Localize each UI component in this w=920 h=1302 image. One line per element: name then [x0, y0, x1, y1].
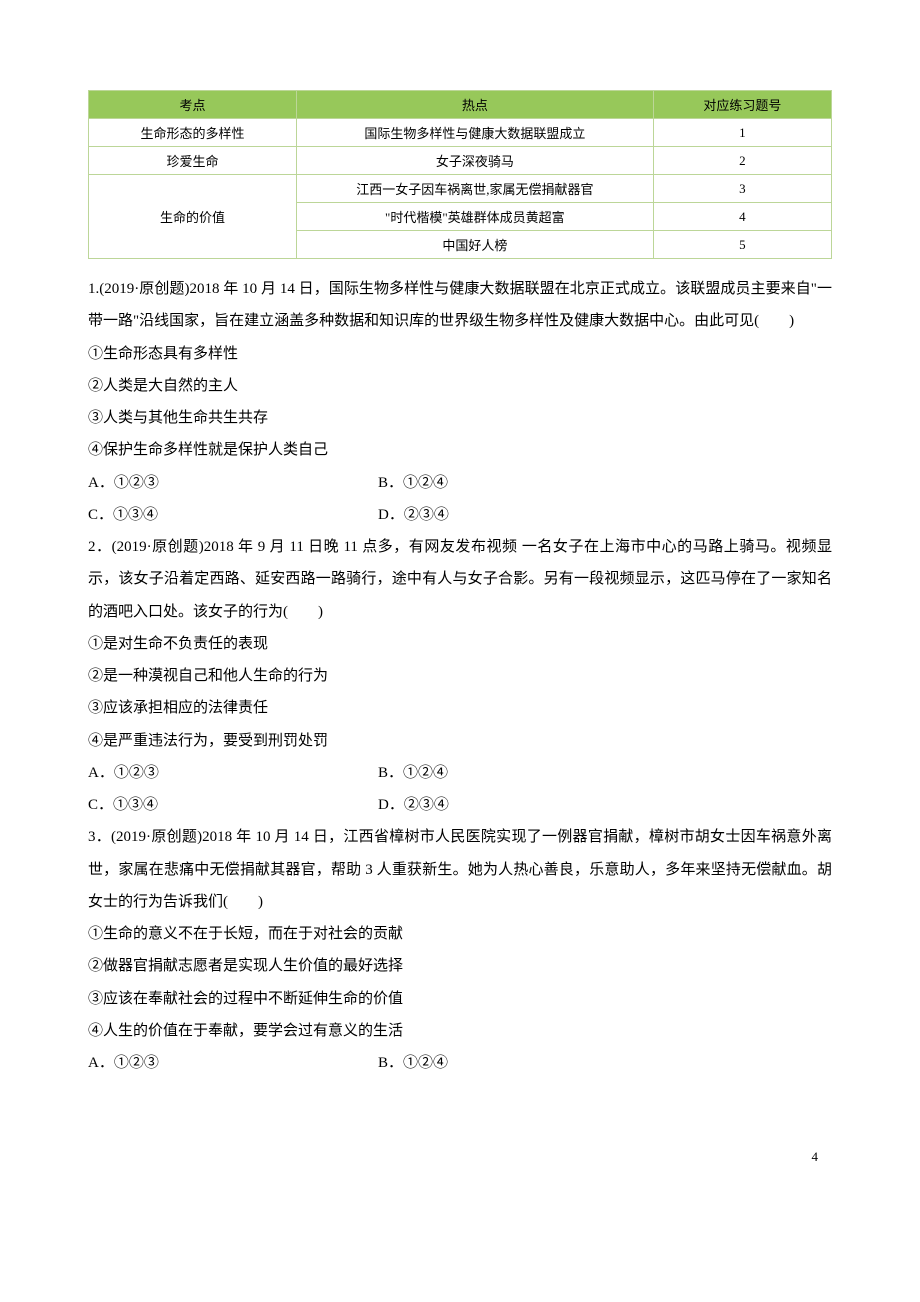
q2-option-a: A．①②③: [88, 757, 378, 789]
cell-hotspot: "时代楷模"英雄群体成员黄超富: [297, 203, 654, 231]
q2-statement-2: ②是一种漠视自己和他人生命的行为: [88, 660, 832, 692]
q1-option-a: A．①②③: [88, 467, 378, 499]
q3-statement-3: ③应该在奉献社会的过程中不断延伸生命的价值: [88, 983, 832, 1015]
page-content: 考点 热点 对应练习题号 生命形态的多样性 国际生物多样性与健康大数据联盟成立 …: [0, 0, 920, 1119]
col-header-2: 热点: [297, 91, 654, 119]
cell-qnum: 4: [653, 203, 831, 231]
q1-statement-1: ①生命形态具有多样性: [88, 338, 832, 370]
table-row: 珍爱生命 女子深夜骑马 2: [89, 147, 832, 175]
page-number: 4: [0, 1119, 920, 1165]
q2-statement-4: ④是严重违法行为，要受到刑罚处罚: [88, 725, 832, 757]
q1-statement-2: ②人类是大自然的主人: [88, 370, 832, 402]
q2-stem: 2．(2019·原创题)2018 年 9 月 11 日晚 11 点多，有网友发布…: [88, 531, 832, 628]
q3-statement-1: ①生命的意义不在于长短，而在于对社会的贡献: [88, 918, 832, 950]
q3-statement-2: ②做器官捐献志愿者是实现人生价值的最好选择: [88, 950, 832, 982]
q2-statement-3: ③应该承担相应的法律责任: [88, 692, 832, 724]
col-header-3: 对应练习题号: [653, 91, 831, 119]
table-header-row: 考点 热点 对应练习题号: [89, 91, 832, 119]
col-header-1: 考点: [89, 91, 297, 119]
q2-option-b: B．①②④: [378, 757, 832, 789]
q1-option-d: D．②③④: [378, 499, 832, 531]
cell-hotspot: 中国好人榜: [297, 231, 654, 259]
cell-qnum: 1: [653, 119, 831, 147]
q3-option-a: A．①②③: [88, 1047, 378, 1079]
q1-option-c: C．①③④: [88, 499, 378, 531]
cell-qnum: 5: [653, 231, 831, 259]
cell-qnum: 2: [653, 147, 831, 175]
q1-stem: 1.(2019·原创题)2018 年 10 月 14 日，国际生物多样性与健康大…: [88, 273, 832, 338]
q2-options-row-2: C．①③④ D．②③④: [88, 789, 832, 821]
q2-statement-1: ①是对生命不负责任的表现: [88, 628, 832, 660]
q3-options-row-1: A．①②③ B．①②④: [88, 1047, 832, 1079]
cell-topic: 生命的价值: [89, 175, 297, 259]
q2-option-c: C．①③④: [88, 789, 378, 821]
cell-hotspot: 女子深夜骑马: [297, 147, 654, 175]
cell-topic: 珍爱生命: [89, 147, 297, 175]
q1-options-row-1: A．①②③ B．①②④: [88, 467, 832, 499]
topics-table: 考点 热点 对应练习题号 生命形态的多样性 国际生物多样性与健康大数据联盟成立 …: [88, 90, 832, 259]
q2-option-d: D．②③④: [378, 789, 832, 821]
cell-hotspot: 江西一女子因车祸离世,家属无偿捐献器官: [297, 175, 654, 203]
q1-option-b: B．①②④: [378, 467, 832, 499]
q2-options-row-1: A．①②③ B．①②④: [88, 757, 832, 789]
table-row: 生命形态的多样性 国际生物多样性与健康大数据联盟成立 1: [89, 119, 832, 147]
cell-qnum: 3: [653, 175, 831, 203]
q1-statement-4: ④保护生命多样性就是保护人类自己: [88, 434, 832, 466]
q3-stem: 3．(2019·原创题)2018 年 10 月 14 日，江西省樟树市人民医院实…: [88, 821, 832, 918]
table-row: 生命的价值 江西一女子因车祸离世,家属无偿捐献器官 3: [89, 175, 832, 203]
q1-options-row-2: C．①③④ D．②③④: [88, 499, 832, 531]
q3-option-b: B．①②④: [378, 1047, 832, 1079]
q1-statement-3: ③人类与其他生命共生共存: [88, 402, 832, 434]
cell-hotspot: 国际生物多样性与健康大数据联盟成立: [297, 119, 654, 147]
q3-statement-4: ④人生的价值在于奉献，要学会过有意义的生活: [88, 1015, 832, 1047]
cell-topic: 生命形态的多样性: [89, 119, 297, 147]
